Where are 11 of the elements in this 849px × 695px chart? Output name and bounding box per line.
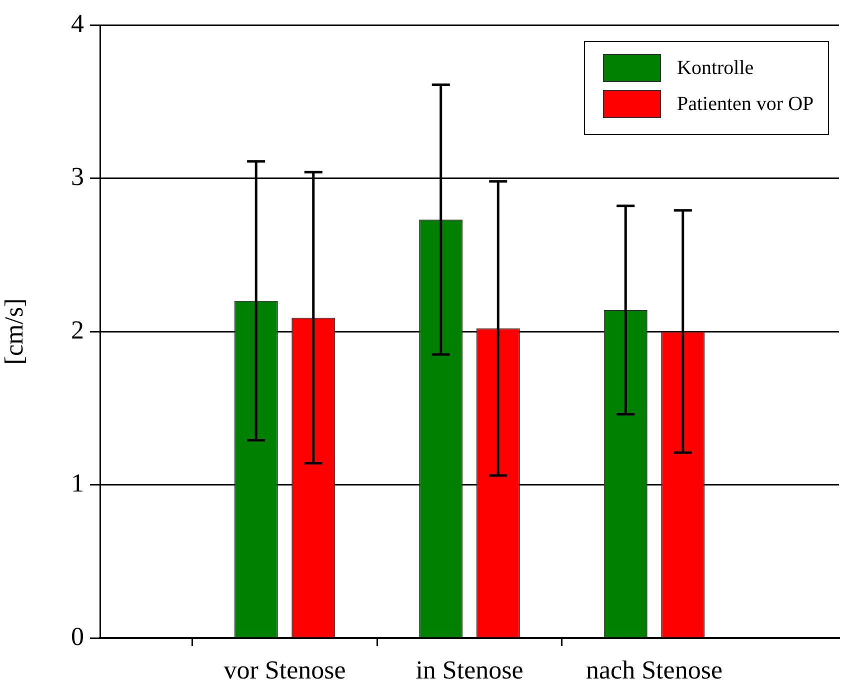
x-tick-label: vor Stenose [224, 655, 346, 684]
y-tick-label: 4 [71, 8, 84, 38]
y-tick-label: 1 [71, 468, 84, 498]
legend-label: Kontrolle [677, 56, 754, 80]
y-tick-label: 2 [71, 315, 84, 344]
x-tick-label: in Stenose [416, 655, 524, 684]
legend-label: Patienten vor OP [677, 92, 814, 116]
y-tick-label: 0 [71, 622, 84, 651]
y-axis-title: [cm/s] [0, 298, 28, 365]
y-tick-label: 3 [71, 162, 84, 192]
x-tick-label: nach Stenose [586, 655, 722, 684]
